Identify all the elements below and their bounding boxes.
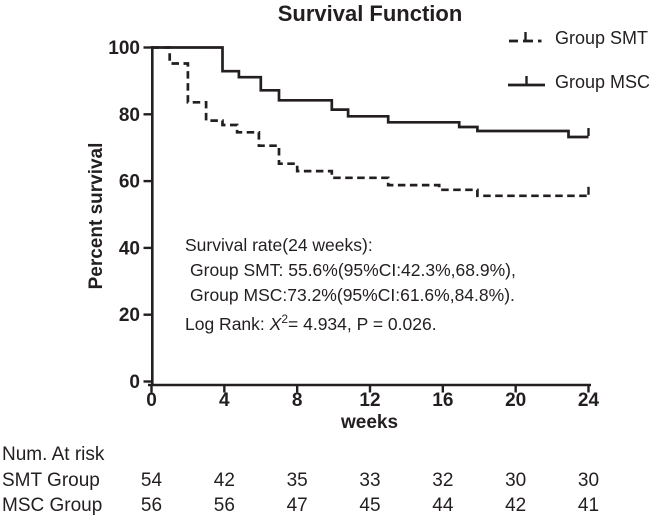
risk-cell: 42 (213, 470, 235, 491)
y-tick-label: 60 (119, 172, 140, 193)
risk-table-header: Num. At risk (2, 444, 105, 465)
risk-cell: 30 (577, 470, 600, 491)
chi-symbol: X (269, 314, 282, 334)
risk-cell: 56 (213, 495, 235, 516)
legend-item-smt: Group SMT (508, 28, 650, 48)
risk-cell: 42 (505, 495, 527, 516)
risk-cell: 45 (359, 495, 381, 516)
y-tick-label: 20 (119, 305, 140, 326)
x-tick-label: 24 (578, 390, 600, 411)
risk-cell: 54 (140, 470, 163, 491)
x-tick-label: 12 (359, 390, 380, 411)
x-tick-label: 4 (219, 390, 230, 411)
stats-annotation: Survival rate(24 weeks): Group SMT: 55.6… (185, 233, 516, 339)
annotation-line-2: Group SMT: 55.6%(95%CI:42.3%,68.9%), (190, 260, 516, 280)
y-tick-label: 40 (119, 238, 140, 259)
risk-cell: 44 (432, 495, 454, 516)
legend-item-msc: Group MSC (508, 72, 650, 92)
solid-line-marker-icon (508, 76, 545, 87)
risk-cell: 41 (577, 495, 600, 516)
annotation-logrank: Log Rank: X2= 4.934, P = 0.026. (185, 312, 516, 339)
legend-label-smt: Group SMT (555, 27, 649, 48)
curve-group-msc (151, 46, 589, 139)
risk-cell: 35 (286, 470, 308, 491)
x-tick-label: 8 (292, 390, 303, 411)
y-tick-label: 80 (119, 105, 140, 126)
annotation-line-1: Survival rate(24 weeks): (185, 235, 373, 255)
risk-cell: 33 (359, 470, 381, 491)
logrank-prefix: Log Rank: (185, 314, 270, 334)
chart-title: Survival Function (277, 1, 463, 26)
risk-row-label: SMT Group (2, 470, 100, 491)
risk-cell: 47 (286, 495, 308, 516)
risk-cell: 32 (432, 470, 454, 491)
risk-cell: 30 (505, 470, 527, 491)
curve-group-smt (151, 46, 589, 198)
chi-exponent: 2 (281, 312, 289, 326)
x-tick-label: 20 (505, 390, 526, 411)
legend-label-msc: Group MSC (555, 71, 651, 92)
risk-cell: 56 (140, 495, 163, 516)
legend: Group SMT Group MSC (508, 28, 650, 116)
risk-row-label: MSC Group (2, 495, 103, 516)
dashed-line-marker-icon (509, 32, 542, 43)
x-tick-label: 0 (146, 390, 157, 411)
logrank-values: = 4.934, P = 0.026. (288, 314, 437, 334)
x-axis-label: weeks (340, 412, 399, 433)
y-tick-label: 0 (129, 372, 140, 393)
annotation-line-3: Group MSC:73.2%(95%CI:61.6%,84.8%). (190, 285, 515, 305)
x-tick-label: 16 (432, 390, 453, 411)
y-tick-label: 100 (108, 38, 140, 59)
